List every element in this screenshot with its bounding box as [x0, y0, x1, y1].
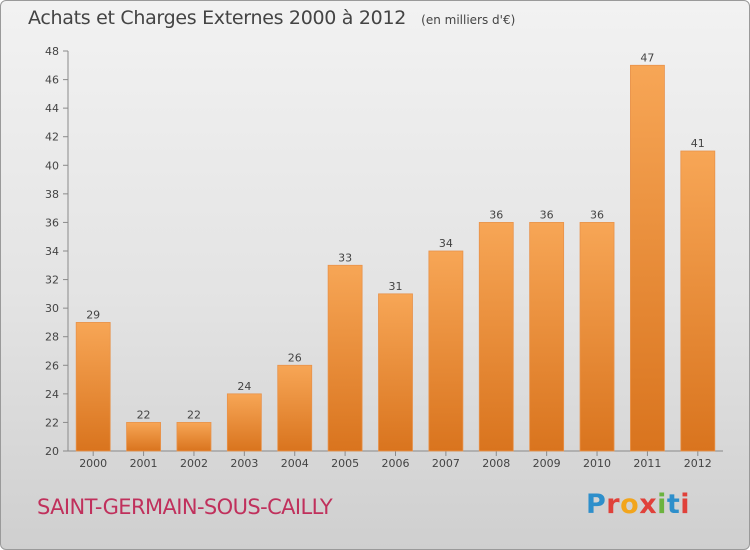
x-tick-label: 2006 — [382, 457, 410, 470]
logo-letter: o — [620, 489, 640, 520]
data-label: 22 — [187, 408, 201, 421]
bar — [680, 150, 716, 452]
bar — [579, 222, 615, 452]
x-tick-label: 2011 — [633, 457, 661, 470]
chart-subtitle: (en milliers d'€) — [421, 13, 516, 27]
data-label: 22 — [137, 408, 151, 421]
y-tick-label: 44 — [45, 102, 59, 115]
bar — [327, 264, 363, 452]
y-tick-label: 26 — [45, 359, 59, 372]
logo-letter: P — [586, 489, 607, 520]
bar — [126, 422, 161, 452]
data-label: 36 — [489, 208, 503, 221]
data-label: 41 — [691, 137, 705, 150]
x-tick-label: 2001 — [130, 457, 158, 470]
x-tick-label: 2010 — [583, 457, 611, 470]
data-label: 36 — [590, 208, 604, 221]
logo-letter: t — [666, 489, 681, 520]
data-label: 34 — [439, 237, 453, 250]
y-tick-label: 36 — [45, 216, 59, 229]
bar — [478, 222, 514, 452]
y-tick-label: 22 — [45, 416, 59, 429]
bar — [75, 322, 111, 452]
bar — [428, 250, 464, 452]
y-tick-label: 24 — [45, 388, 59, 401]
x-tick-label: 2007 — [432, 457, 460, 470]
data-label: 33 — [338, 251, 352, 264]
logo-letter: i — [657, 489, 667, 520]
chart-title: Achats et Charges Externes 2000 à 2012 — [28, 7, 407, 29]
x-tick-label: 2000 — [79, 457, 107, 470]
y-tick-label: 48 — [45, 45, 59, 58]
bar — [226, 393, 262, 452]
data-label: 26 — [288, 351, 302, 364]
logo-letter: r — [606, 489, 621, 520]
data-label: 47 — [640, 51, 654, 64]
bar — [277, 364, 313, 452]
bar — [630, 64, 665, 452]
x-tick-label: 2004 — [281, 457, 309, 470]
y-tick-label: 32 — [45, 274, 59, 287]
bar — [176, 422, 212, 452]
logo-letter: i — [680, 489, 691, 520]
y-tick-label: 34 — [45, 245, 59, 258]
x-tick-label: 2009 — [533, 457, 561, 470]
x-tick-label: 2003 — [230, 457, 258, 470]
data-label: 24 — [237, 380, 251, 393]
data-label: 29 — [86, 308, 100, 321]
x-tick-label: 2005 — [331, 457, 359, 470]
y-tick-label: 46 — [45, 74, 59, 87]
title-row: Achats et Charges Externes 2000 à 2012 (… — [28, 7, 515, 29]
y-tick-label: 38 — [45, 188, 59, 201]
proxiti-logo: Proxiti — [586, 489, 690, 520]
x-tick-label: 2012 — [684, 457, 712, 470]
data-label: 36 — [540, 208, 554, 221]
place-name: SAINT-GERMAIN-SOUS-CAILLY — [37, 495, 333, 519]
y-tick-label: 42 — [45, 131, 59, 144]
data-label: 31 — [389, 280, 403, 293]
x-tick-label: 2002 — [180, 457, 208, 470]
y-tick-label: 20 — [45, 445, 59, 458]
y-tick-label: 40 — [45, 159, 59, 172]
logo-letter: x — [639, 489, 658, 520]
bar — [378, 293, 413, 452]
y-tick-label: 28 — [45, 331, 59, 344]
y-tick-label: 30 — [45, 302, 59, 315]
bar — [529, 222, 565, 452]
x-tick-label: 2008 — [482, 457, 510, 470]
